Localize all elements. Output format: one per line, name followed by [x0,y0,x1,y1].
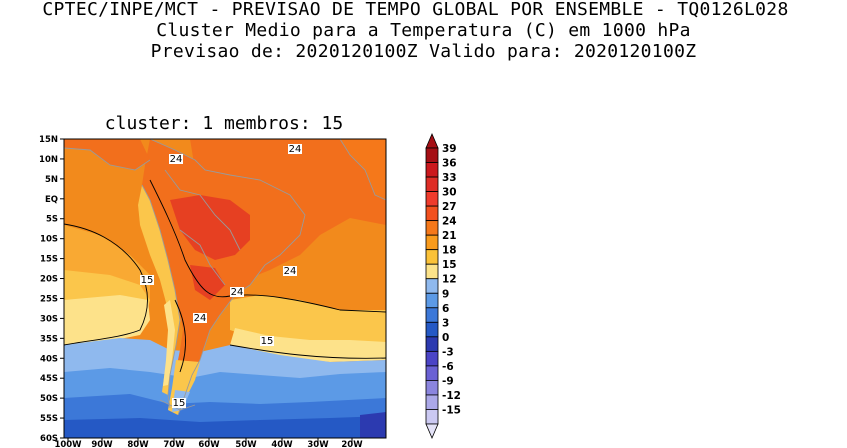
lon-tick-label: 40W [271,440,293,448]
colorbar-swatch [425,336,439,352]
colorbar-label: 9 [442,288,449,300]
cluster-subtitle: cluster: 1 membros: 15 [104,113,344,134]
colorbar-label: 27 [442,201,457,213]
colorbar-label: -15 [442,404,461,416]
colorbar-label: -12 [442,390,461,402]
colorbar-label: 36 [442,158,457,170]
colorbar-label: 12 [442,274,457,286]
latitude-axis: 15N 10N 5N EQ 5S 10S 15S 20S 25S 30S 35S 40S 45S 50S 5… [39,135,64,444]
lat-tick-label: 35S [40,334,58,344]
colorbar-label: -9 [442,375,454,387]
contour-label: 24 [289,144,302,155]
lat-tick-label: 45S [40,374,58,384]
contour-label: 15 [173,398,186,409]
colorbar-swatch [425,205,439,222]
colorbar-swatch [425,147,439,163]
colorbar-label: 3 [442,317,449,329]
map-frame [63,138,387,439]
lat-tick-label: 5S [46,215,58,225]
contour-label: 24 [194,313,207,324]
lon-tick-label: 100W [54,440,82,448]
colorbar-label: 39 [442,143,457,155]
contour-label: 24 [231,287,244,298]
lat-tick-label: 30S [40,314,58,324]
forecast-date-line: Previsao de: 2020120100Z Valido para: 20… [150,41,697,62]
colorbar-swatch [425,191,439,207]
colorbar-label: 6 [442,303,449,315]
colorbar-swatch [425,321,439,338]
lat-tick-label: 20S [40,275,58,285]
lat-tick-label: 25S [40,294,58,304]
lat-tick-label: 40S [40,354,58,364]
colorbar-bottom-arrow [425,423,439,440]
lon-tick-label: 50W [235,440,257,448]
lat-tick-label: 15N [39,135,58,145]
colorbar-label: 15 [442,259,457,271]
lat-tick-label: 5N [45,175,58,185]
colorbar-top-arrow [425,132,439,149]
colorbar-label: -6 [442,361,454,373]
colorbar-swatch [425,394,439,410]
lon-tick-label: 60W [198,440,220,448]
contour-label: 24 [170,154,183,165]
lat-tick-label: 55S [40,414,58,424]
longitude-axis: 100W 90W 80W 70W 60W 50W 40W 30W 20W [54,438,363,448]
colorbar-label: -3 [442,346,454,358]
colorbar-swatch [425,278,439,294]
colorbar-label: 18 [442,245,457,257]
lat-tick-label: 60S [40,434,58,444]
lat-tick-label: 10N [39,155,58,165]
contour-label: 15 [261,336,274,347]
colorbar-swatch [425,292,439,309]
page-title: CPTEC/INPE/MCT - PREVISAO DE TEMPO GLOBA… [42,0,789,20]
colorbar-swatch [425,220,439,236]
colorbar-swatch [425,409,439,425]
lon-tick-label: 90W [91,440,113,448]
lat-tick-label: 15S [40,255,58,265]
contour-label: 15 [141,275,154,286]
colorbar-swatch [425,249,439,265]
colorbar-label: 33 [442,172,457,184]
colorbar-swatch [425,365,439,381]
lon-tick-label: 30W [307,440,329,448]
colorbar-swatch [425,350,439,367]
lon-tick-label: 80W [127,440,149,448]
lon-tick-label: 20W [341,440,363,448]
colorbar-label: 21 [442,230,457,242]
lat-tick-label: 50S [40,394,58,404]
temperature-field: 24 24 24 15 24 24 15 15 [64,139,386,438]
contour-label-group: 24 24 24 15 24 24 15 15 [140,144,302,409]
lat-tick-label: 10S [40,235,58,245]
contour-label: 24 [284,266,297,277]
lat-tick-label: EQ [45,195,58,205]
colorbar-label: 0 [442,332,449,344]
lon-tick-label: 70W [163,440,185,448]
colorbar-swatch [425,162,439,178]
chart-subtitle-variable: Cluster Medio para a Temperatura (C) em … [156,20,691,41]
colorbar-swatch [425,380,439,396]
colorbar-label: 24 [442,216,457,228]
colorbar-swatch [425,307,439,323]
colorbar-swatch [425,176,439,192]
colorbar-label: 30 [442,187,457,199]
colorbar-swatch [425,263,439,280]
colorbar-swatch [425,234,439,251]
